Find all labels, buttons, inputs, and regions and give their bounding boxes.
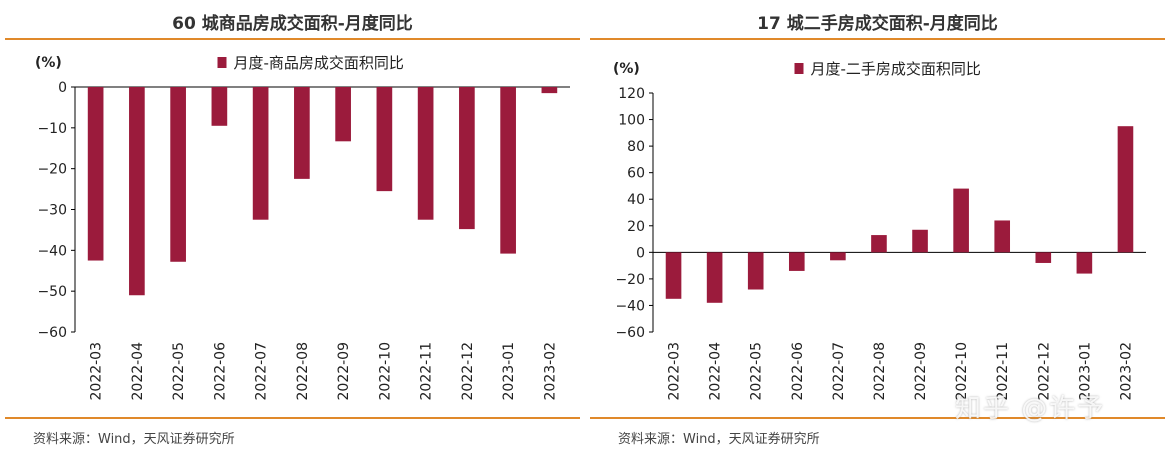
left-x-tick-label: 2022-06 [212,342,228,401]
right-x-tick-label: 2022-04 [708,342,724,401]
right-x-tick-label: 2022-12 [1036,342,1052,401]
right-legend-swatch [794,63,804,74]
right-x-tick-label: 2022-05 [749,342,765,401]
right-bar-chart: 120 100 80 60 40 20 0 −20 −40 −60 (%) 月度-二手房成交面积同比 2… [613,60,1146,401]
right-chart-title: 17 城二手房成交面积-月度同比 [757,14,998,34]
left-y-unit-label: (%) [35,55,62,71]
left-y-tick-label: −20 [37,162,67,178]
right-title-rule [590,38,1165,40]
left-x-tick-label: 2022-12 [460,342,476,401]
left-x-tick-label: 2023-01 [501,342,517,401]
right-bar [747,252,764,290]
right-bar [1076,252,1093,274]
left-x-tick-label: 2023-02 [542,342,558,401]
left-bar [459,87,475,230]
right-footer-rule [590,417,1165,419]
right-y-tick-label: 100 [618,113,645,129]
right-y-tick-label: 20 [627,219,645,235]
left-bar [252,87,269,220]
right-x-tick-label: 2023-01 [1077,342,1093,401]
right-bar [912,229,928,253]
right-y-tick-label: −40 [615,298,645,314]
right-x-tick-label: 2022-03 [667,342,683,401]
left-bar [417,87,434,220]
left-x-tick-label: 2022-11 [419,342,435,401]
right-chart-panel: 17 城二手房成交面积-月度同比 120 100 80 60 40 20 0 −20 −40 −6… [590,0,1165,452]
left-y-tick-label: −10 [37,121,67,137]
left-x-tick-label: 2022-10 [377,342,393,401]
right-y-tick-label: −20 [615,272,645,288]
right-bar [706,252,723,303]
left-bar [376,87,393,192]
left-y-tick-label: 0 [58,80,67,96]
right-x-tick-label: 2022-10 [954,342,970,401]
right-bar [871,235,887,253]
right-source-note: 资料来源：Wind，天风证券研究所 [618,432,820,447]
left-bar [211,87,228,126]
right-bar [830,252,846,261]
right-y-tick-label: 80 [627,139,645,155]
left-legend-swatch [217,57,227,68]
right-x-tick-label: 2023-02 [1118,342,1134,401]
left-chart-panel: 60 城商品房成交面积-月度同比 0 −10 −20 −30 −40 −50 −60 (%) 月… [5,0,580,452]
right-x-tick-label: 2022-06 [790,342,806,401]
left-chart-title: 60 城商品房成交面积-月度同比 [172,14,413,34]
left-bar [541,87,558,94]
left-x-tick-label: 2022-09 [336,342,352,401]
left-source-note: 资料来源：Wind，天风证券研究所 [33,432,235,447]
right-x-tick-label: 2022-07 [831,342,847,401]
left-x-tick-label: 2022-05 [171,342,187,401]
right-y-tick-label: −60 [615,325,645,341]
right-bar [994,220,1011,253]
right-bar [953,188,969,253]
right-y-tick-label: 120 [618,86,645,102]
right-y-tick-label: 60 [627,166,645,182]
left-bar [500,87,516,254]
left-x-tick-label: 2022-07 [254,342,270,401]
left-x-tick-label: 2022-04 [130,342,146,401]
left-footer-rule [5,417,580,419]
right-bar [1117,126,1134,253]
left-legend-label: 月度-商品房成交面积同比 [234,54,404,72]
right-legend-label: 月度-二手房成交面积同比 [811,60,981,78]
left-bar-chart: 0 −10 −20 −30 −40 −50 −60 (%) 月度-商品房成交面积同比 2022-0… [35,54,570,401]
left-bar [129,87,145,296]
left-y-tick-label: −60 [37,325,67,341]
right-x-tick-label: 2022-11 [995,342,1011,401]
watermark-text: 知乎 @许予 [955,394,1106,424]
left-bar [335,87,351,142]
right-y-tick-label: 40 [627,192,645,208]
right-x-tick-label: 2022-08 [872,342,888,401]
left-y-tick-label: −50 [37,284,67,300]
left-bar [294,87,310,179]
left-x-tick-label: 2022-03 [89,342,105,401]
right-bar [665,252,682,299]
right-bar [788,252,805,271]
left-bar [170,87,186,262]
left-title-rule [5,38,580,40]
left-y-tick-label: −40 [37,243,67,259]
right-y-tick-label: 0 [636,245,645,261]
left-bar [87,87,104,261]
left-y-tick-label: −30 [37,203,67,219]
right-bar [1035,252,1052,263]
left-x-tick-label: 2022-08 [295,342,311,401]
right-y-unit-label: (%) [613,61,640,77]
right-x-tick-label: 2022-09 [913,342,929,401]
